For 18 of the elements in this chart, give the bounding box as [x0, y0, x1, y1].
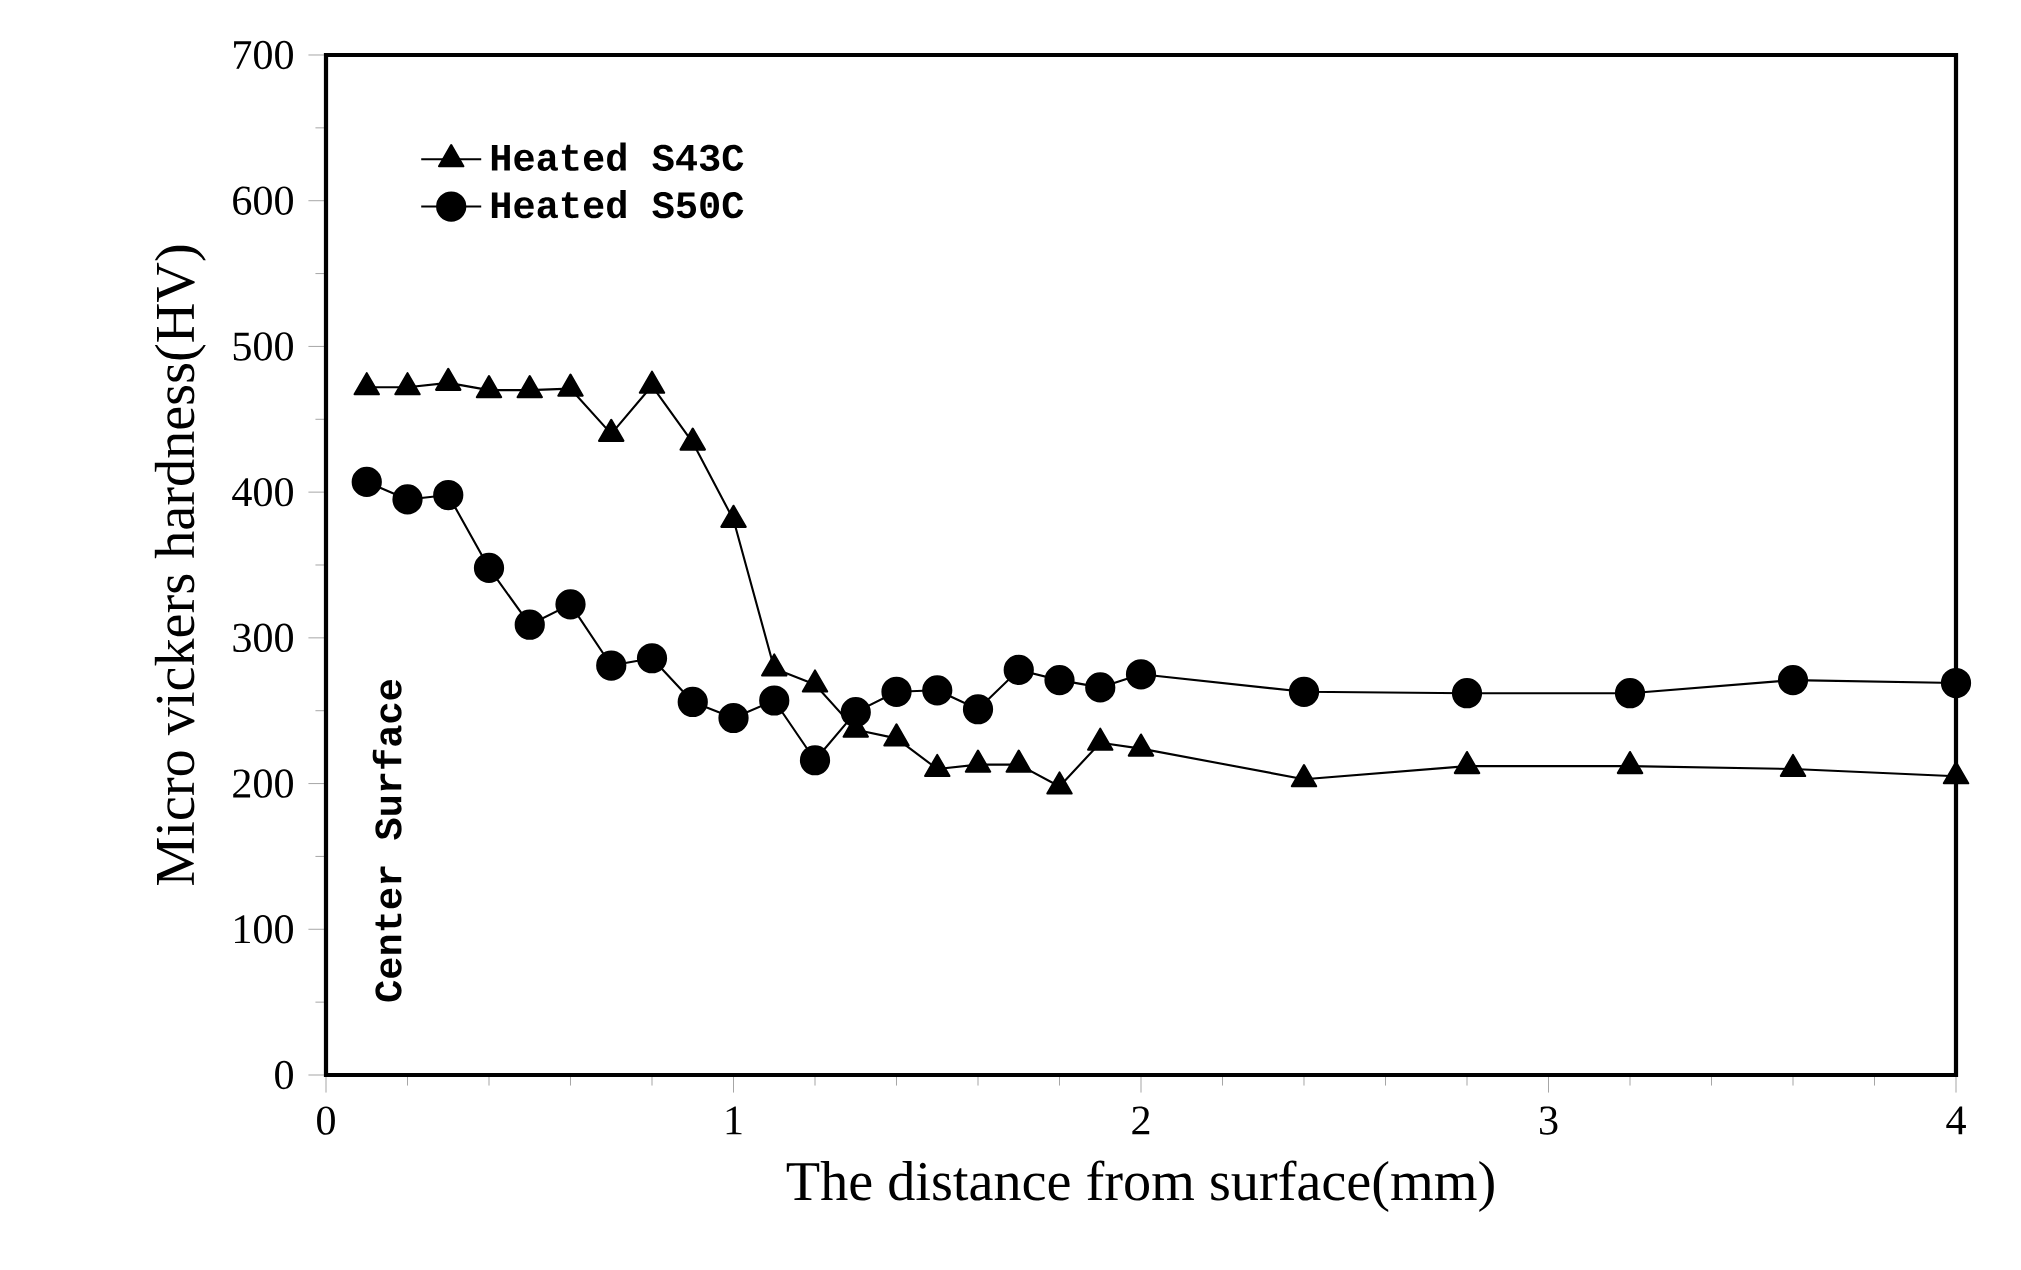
y-tick-label: 100	[235, 915, 293, 944]
y-tick-label: 700	[234, 40, 293, 70]
annotation: Center Surface	[372, 680, 402, 1002]
y-tick-label: 400	[232, 477, 293, 507]
y-tick-label: 200	[233, 769, 293, 798]
x-tick-label: 2	[1132, 1106, 1150, 1135]
y-tick-label: 500	[233, 332, 293, 361]
x-tick-label: 3	[1540, 1106, 1558, 1135]
y-tick-label: 600	[233, 186, 293, 215]
legend-label: Heated S43C	[491, 142, 744, 172]
legend-label: Heated S50C	[491, 189, 744, 219]
x-axis-title: The distance from surface(mm)	[786, 1160, 1494, 1212]
x-tick-label: 4	[1946, 1106, 1966, 1135]
x-tick-label: 0	[317, 1106, 335, 1135]
y-tick-label: 0	[275, 1060, 293, 1090]
y-tick-label: 300	[233, 623, 293, 653]
x-tick-label: 1	[726, 1106, 742, 1135]
y-axis-title: Micro vickers hardness(HV)	[154, 245, 206, 886]
